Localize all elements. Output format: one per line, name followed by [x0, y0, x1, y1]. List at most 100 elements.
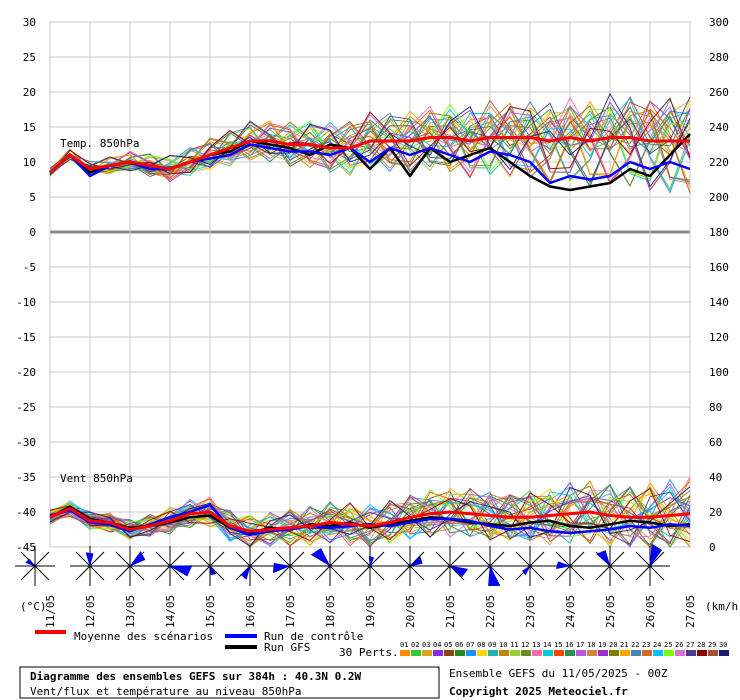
perturbation-id: 13 [532, 641, 540, 649]
x-tick-label: 21/05 [444, 595, 457, 628]
perturbation-swatch [686, 650, 696, 656]
perturbation-id: 25 [664, 641, 672, 649]
left-tick-label: -40 [16, 506, 36, 519]
left-axis-unit: (°C) [20, 600, 47, 613]
right-tick-label: 260 [709, 86, 729, 99]
wind-rose [590, 546, 630, 586]
perturbation-swatch [642, 650, 652, 656]
perturbation-id: 11 [510, 641, 518, 649]
legend: Moyenne des scénarios Run de contrôle Ru… [35, 630, 729, 659]
perturbation-swatch [653, 650, 663, 656]
temp-perturbation-line [49, 110, 691, 176]
left-tick-label: -5 [23, 261, 36, 274]
perturbation-swatch [631, 650, 641, 656]
main-series [49, 133, 691, 537]
wind-rose [270, 546, 310, 586]
x-tick-label: 26/05 [644, 595, 657, 628]
copyright: Copyright 2025 Meteociel.fr [449, 685, 628, 698]
left-tick-label: 10 [23, 156, 36, 169]
legend-label-gfs: Run GFS [264, 641, 310, 654]
perturbations-label: 30 Perts. [339, 646, 399, 659]
perturbation-swatch [488, 650, 498, 656]
x-tick-label: 13/05 [124, 595, 137, 628]
right-tick-label: 20 [709, 506, 722, 519]
x-tick-label: 20/05 [404, 595, 417, 628]
wind-perturbation-line [49, 482, 691, 548]
wind-rose [350, 546, 390, 586]
perturbation-id: 04 [433, 641, 441, 649]
perturbation-swatch [565, 650, 575, 656]
perturbation-swatch [499, 650, 509, 656]
wind-rose [470, 546, 510, 586]
perturbation-id: 28 [697, 641, 705, 649]
right-tick-label: 120 [709, 331, 729, 344]
perturbation-legend: 01 02 03 04 05 06 07 08 09 10 11 12 13 14 15 16 17 18 19 20… [400, 641, 729, 656]
perturbation-id: 20 [609, 641, 617, 649]
perturbation-swatch [719, 650, 729, 656]
left-tick-label: 25 [23, 51, 36, 64]
wind-rose [390, 546, 430, 586]
perturbation-swatch [521, 650, 531, 656]
right-tick-label: 80 [709, 401, 722, 414]
x-tick-label: 22/05 [484, 595, 497, 628]
left-tick-label: -45 [16, 541, 36, 554]
left-tick-label: -25 [16, 401, 36, 414]
x-axis: 11/05 12/05 13/05 14/05 15/05 16/05 17/05 18/05… [44, 595, 697, 628]
right-tick-label: 160 [709, 261, 729, 274]
perturbation-id: 21 [620, 641, 628, 649]
perturbation-swatch [543, 650, 553, 656]
perturbation-id: 02 [411, 641, 419, 649]
grid [49, 21, 691, 548]
temp-perturbation-line [49, 92, 691, 188]
left-tick-label: 30 [23, 16, 36, 29]
x-tick-label: 19/05 [364, 595, 377, 628]
perturbation-id: 08 [477, 641, 485, 649]
wind-rose [550, 546, 590, 586]
right-tick-label: 100 [709, 366, 729, 379]
right-tick-label: 280 [709, 51, 729, 64]
x-tick-label: 25/05 [604, 595, 617, 628]
perturbation-swatch [510, 650, 520, 656]
wind-rose [110, 546, 150, 586]
wind-rose [510, 546, 550, 586]
temp-series-line [49, 143, 691, 185]
perturbation-swatch [444, 650, 454, 656]
x-tick-label: 11/05 [44, 595, 57, 628]
perturbation-id: 30 [719, 641, 727, 649]
chart-subtitle: Vent/flux et température au niveau 850hP… [30, 685, 302, 698]
right-tick-label: 240 [709, 121, 729, 134]
perturbation-id: 22 [631, 641, 639, 649]
perturbation-id: 26 [675, 641, 683, 649]
left-tick-label: -30 [16, 436, 36, 449]
wind-rose [15, 546, 55, 586]
perturbation-swatch [411, 650, 421, 656]
x-tick-label: 17/05 [284, 595, 297, 628]
wind-series-line [49, 507, 691, 533]
left-tick-label: -10 [16, 296, 36, 309]
perturbation-id: 18 [587, 641, 595, 649]
perturbation-swatch [587, 650, 597, 656]
perturbation-swatch [477, 650, 487, 656]
perturbation-id: 19 [598, 641, 606, 649]
x-tick-label: 12/05 [84, 595, 97, 628]
perturbation-id: 14 [543, 641, 551, 649]
right-tick-label: 40 [709, 471, 722, 484]
wind-series-line [49, 503, 691, 537]
perturbation-id: 06 [455, 641, 463, 649]
perturbation-swatch [554, 650, 564, 656]
chart-title: Diagramme des ensembles GEFS sur 384h : … [30, 670, 362, 683]
left-tick-label: -20 [16, 366, 36, 379]
perturbation-id: 29 [708, 641, 716, 649]
left-axis: 30 25 20 15 10 5 0 -5 -10 -15 -20 -25 -30 -35 -40 -45 [16, 16, 36, 554]
run-info: Ensemble GEFS du 11/05/2025 - 00Z [449, 667, 668, 680]
perturbation-id: 17 [576, 641, 584, 649]
left-tick-label: 5 [29, 191, 36, 204]
temp-perturbation-line [49, 104, 691, 187]
right-axis: 3002802602402202001801601401201008060402… [709, 16, 729, 554]
perturbation-id: 24 [653, 641, 661, 649]
perturbation-swatch [455, 650, 465, 656]
perturbation-id: 23 [642, 641, 650, 649]
perturbation-id: 15 [554, 641, 562, 649]
temp-perturbation-line [49, 104, 691, 184]
perturbation-swatch [598, 650, 608, 656]
